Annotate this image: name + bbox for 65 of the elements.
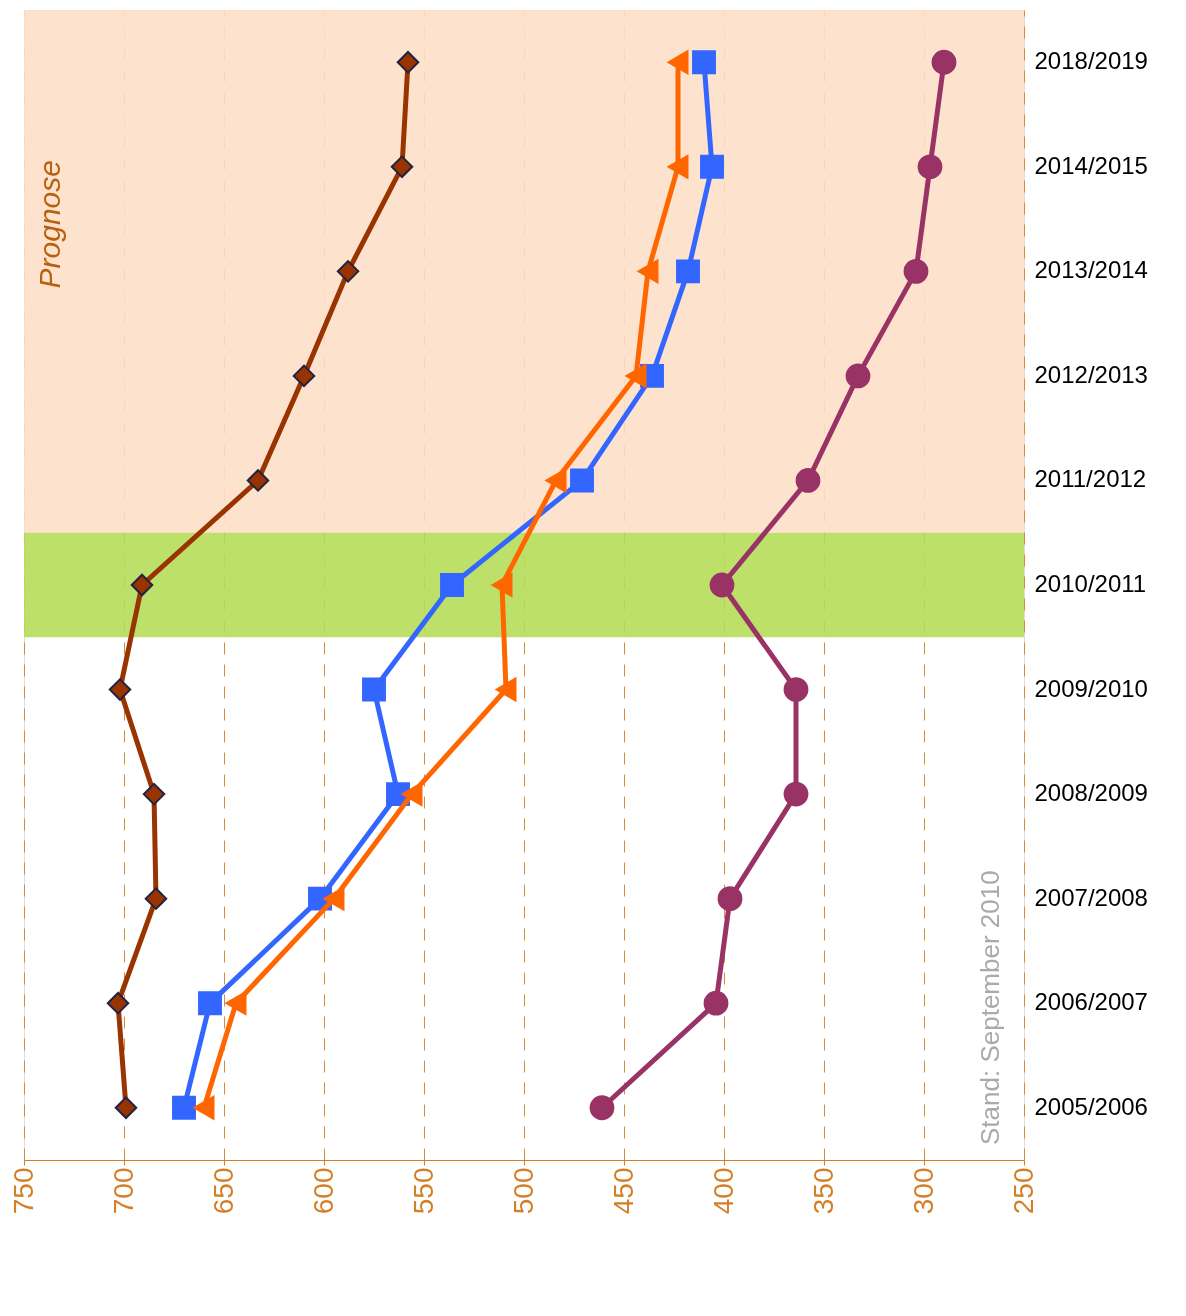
x-tick-label: 350 [807,1167,839,1215]
x-tick-label: 450 [607,1167,639,1215]
point [625,363,647,388]
point [637,259,659,284]
point [917,154,943,180]
point [795,468,821,493]
point [130,573,154,597]
point [292,364,316,388]
point [589,1095,615,1121]
point [845,363,871,389]
point [700,154,724,179]
point [440,573,464,597]
point [703,990,729,1016]
point [401,782,423,807]
y-tick-label: 2007/2008 [1034,883,1148,911]
y-tick-label: 2012/2013 [1034,360,1148,388]
point [172,1095,196,1120]
x-tick-label: 250 [1007,1167,1039,1215]
x-tick-label: 300 [907,1167,939,1215]
point [193,1095,215,1120]
y-tick-label: 2009/2010 [1034,674,1148,702]
x-tick-label: 500 [507,1167,539,1215]
x-tick-label: 700 [107,1167,139,1215]
y-tick-label: 2018/2019 [1034,47,1148,75]
point [390,155,414,179]
point [692,50,716,75]
point [709,572,735,598]
point [570,468,594,493]
point [225,991,247,1016]
point [323,886,345,911]
point [396,51,420,74]
point [142,782,166,806]
y-tick-label: 2011/2012 [1034,465,1147,493]
y-tick-label: 2008/2009 [1034,779,1148,807]
point [667,50,689,75]
point [717,886,743,912]
x-tick-label: 750 [7,1167,39,1215]
point [495,677,517,702]
x-tick-label: 650 [207,1167,239,1215]
point [108,678,132,701]
y-tick-label: 2010/2011 [1034,570,1147,597]
x-tick-label: 550 [407,1167,439,1215]
point [491,573,513,597]
y-tick-label: 2006/2007 [1034,988,1148,1016]
point [667,154,689,179]
x-tick-label: 400 [707,1167,739,1215]
point [336,260,360,283]
y-tick-label: 2014/2015 [1034,151,1148,179]
point [783,781,809,807]
band-label: Prognose [33,160,66,289]
point [362,677,386,702]
point [545,468,567,493]
point [114,1096,138,1119]
point [931,49,957,75]
point [783,677,809,702]
x-tick-label: 600 [307,1167,339,1215]
point [246,469,270,492]
point [676,259,700,284]
y-tick-label: 2005/2006 [1034,1092,1148,1120]
point [144,887,168,910]
annotation: Stand: September 2010 [975,870,1005,1145]
y-tick-label: 2013/2014 [1034,256,1148,284]
point [198,991,222,1016]
point [903,258,929,284]
point [106,991,130,1015]
